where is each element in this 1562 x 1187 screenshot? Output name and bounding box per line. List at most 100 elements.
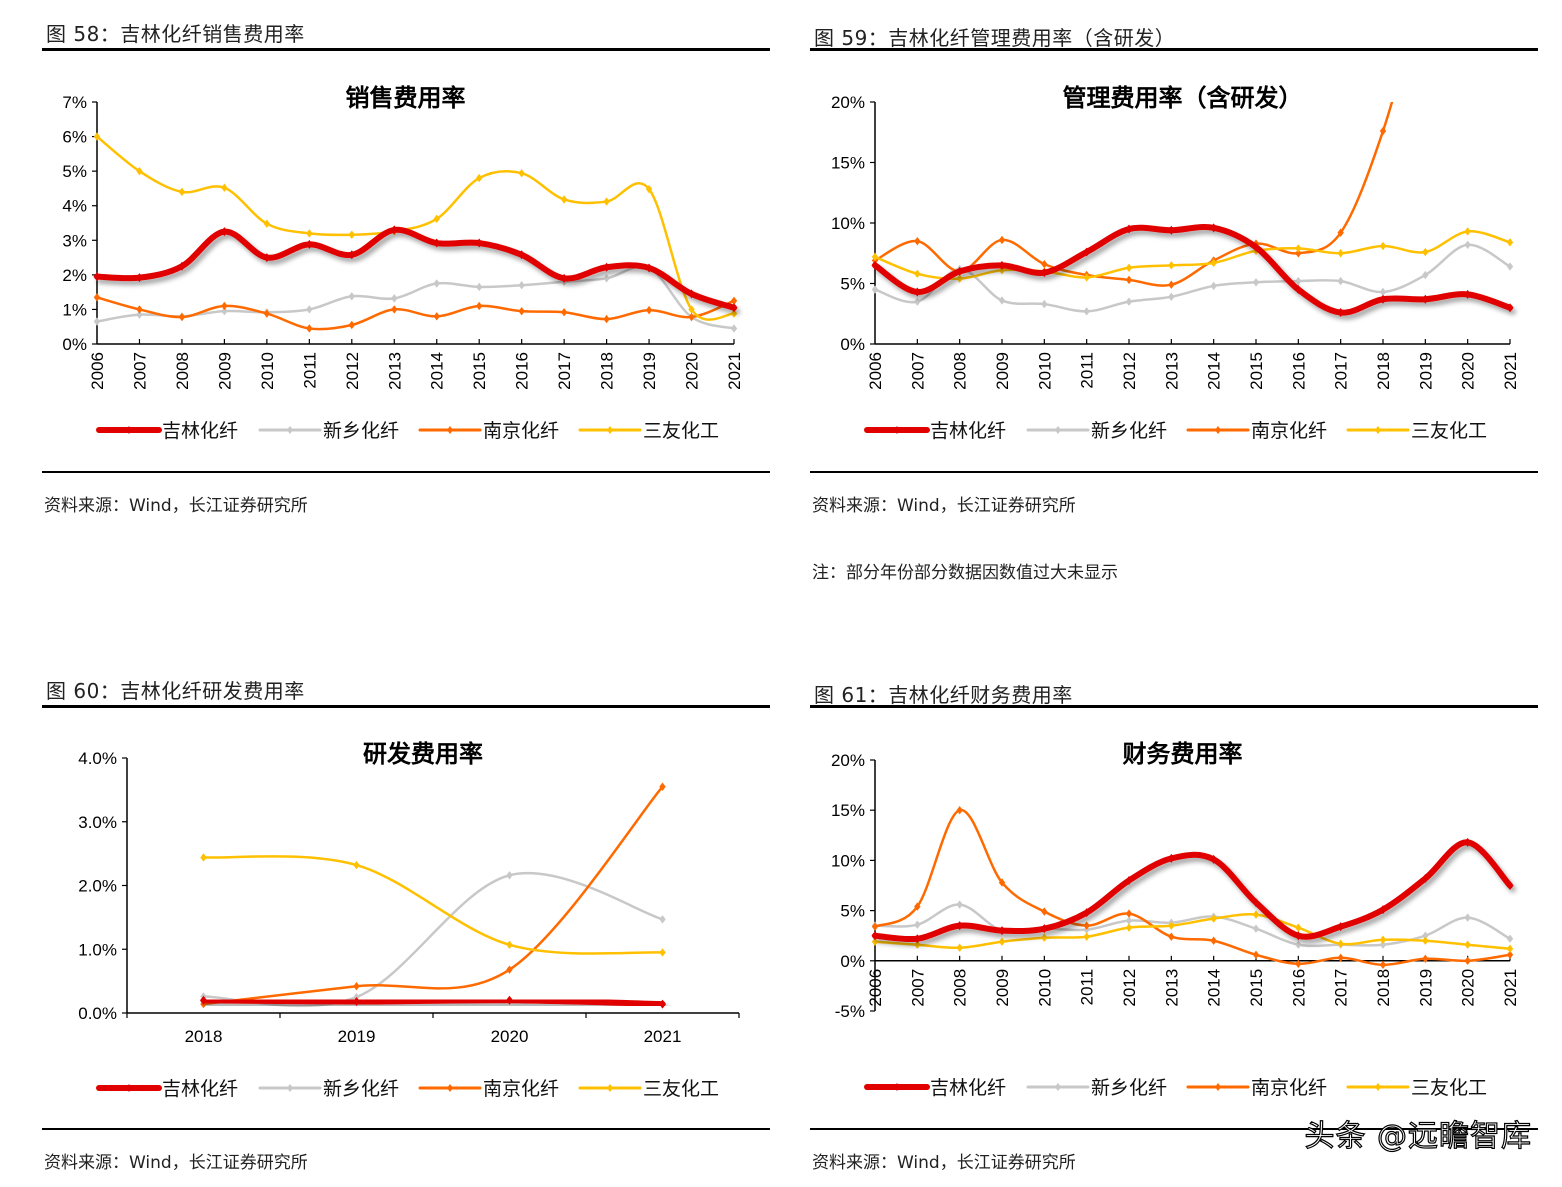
legend-label: 南京化纤 — [483, 1078, 559, 1100]
data-point-新乡化纤 — [93, 317, 101, 326]
data-point-南京化纤 — [1337, 953, 1344, 962]
caption-rule — [810, 48, 1538, 51]
legend-label: 新乡化纤 — [1091, 420, 1167, 442]
legend-label: 三友化工 — [643, 1078, 719, 1100]
data-point-吉林化纤 — [730, 303, 738, 313]
data-point-三友化工 — [506, 940, 513, 949]
data-point-三友化工 — [1379, 241, 1387, 251]
figure-caption: 图 58：吉林化纤销售费用率 — [46, 22, 305, 46]
rnd-expense-ratio-chart: 研发费用率 0.0% 1.0% 2.0% 3.0% 4.0% 2018 2019 2020 202… — [78, 740, 740, 1100]
y-tick-label: 20% — [831, 93, 865, 112]
data-point-南京化纤 — [1168, 932, 1175, 941]
legend-label: 南京化纤 — [1251, 420, 1327, 442]
legend-marker — [607, 1084, 613, 1092]
watermark: 头条 @远瞻智库 — [1304, 1118, 1532, 1154]
y-tick-label: 7% — [62, 93, 87, 112]
series-line-新乡化纤 — [873, 243, 1512, 313]
data-point-三友化工 — [1041, 933, 1048, 942]
data-point-新乡化纤 — [1422, 931, 1429, 940]
data-point-三友化工 — [1125, 263, 1133, 272]
data-point-三友化工 — [871, 252, 879, 262]
series-line-南京化纤 — [95, 296, 736, 331]
data-point-新乡化纤 — [1506, 262, 1514, 271]
y-tick-label: 4% — [62, 197, 87, 216]
data-point-新乡化纤 — [1379, 287, 1387, 297]
data-point-南京化纤 — [348, 320, 355, 330]
legend-marker — [287, 1084, 293, 1092]
data-point-吉林化纤 — [871, 931, 879, 941]
data-point-吉林化纤 — [659, 999, 666, 1009]
data-point-新乡化纤 — [1422, 270, 1429, 280]
data-point-吉林化纤 — [913, 287, 921, 297]
x-tick-label: 2016 — [1289, 352, 1308, 390]
chart-title: 研发费用率 — [363, 740, 483, 768]
y-tick-label: 15% — [831, 154, 865, 173]
y-tick-label: 20% — [831, 751, 865, 770]
data-point-新乡化纤 — [433, 279, 440, 288]
x-tick-label: 2017 — [1332, 969, 1351, 1007]
data-point-南京化纤 — [1337, 228, 1344, 237]
source-rule — [42, 1128, 770, 1130]
data-point-吉林化纤 — [1040, 268, 1048, 278]
legend-label: 新乡化纤 — [323, 1078, 399, 1100]
data-point-三友化工 — [1337, 939, 1344, 948]
y-tick-label: 10% — [831, 214, 865, 233]
x-tick-label: 2010 — [1035, 352, 1054, 390]
data-point-新乡化纤 — [1083, 307, 1090, 316]
data-point-新乡化纤 — [730, 324, 738, 333]
data-point-三友化工 — [1379, 935, 1387, 944]
data-point-三友化工 — [659, 948, 666, 957]
legend: 吉林化纤 新乡化纤 南京化纤 三友化工 — [96, 1078, 719, 1100]
data-point-南京化纤 — [1422, 954, 1429, 963]
data-point-吉林化纤 — [263, 253, 271, 263]
finance-expense-ratio-chart: 财务费用率 -5% 0% 5% 10% 15% 20% 2006 2007 2008 2009 201… — [831, 740, 1520, 1099]
figure-caption: 图 59：吉林化纤管理费用率（含研发） — [814, 26, 1176, 50]
data-point-南京化纤 — [391, 305, 398, 314]
data-point-南京化纤 — [998, 235, 1006, 245]
data-point-南京化纤 — [914, 236, 921, 246]
y-tick-label: 3.0% — [78, 813, 117, 832]
legend-label: 南京化纤 — [1251, 1077, 1327, 1099]
data-point-南京化纤 — [645, 305, 653, 315]
y-tick-label: 1.0% — [78, 940, 117, 959]
data-point-南京化纤 — [688, 312, 695, 322]
data-point-吉林化纤 — [1337, 308, 1345, 318]
chart-title: 销售费用率 — [346, 84, 466, 112]
data-point-南京化纤 — [136, 305, 143, 314]
y-tick-label: 0% — [62, 335, 87, 354]
data-point-三友化工 — [1083, 932, 1090, 941]
legend-marker — [1375, 426, 1381, 434]
data-point-新乡化纤 — [1210, 281, 1217, 291]
data-point-新乡化纤 — [1041, 299, 1048, 309]
data-point-吉林化纤 — [1167, 225, 1175, 235]
data-point-吉林化纤 — [1294, 931, 1302, 941]
x-tick-label: 2013 — [1162, 352, 1181, 390]
legend-label: 南京化纤 — [483, 420, 559, 442]
data-point-三友化工 — [178, 187, 186, 197]
series-line-吉林化纤 — [872, 223, 1513, 316]
data-point-吉林化纤 — [603, 262, 611, 272]
x-tick-label: 2012 — [1120, 352, 1139, 390]
data-point-南京化纤 — [1210, 936, 1217, 945]
data-point-新乡化纤 — [1125, 297, 1133, 306]
legend-marker — [1055, 1083, 1061, 1091]
data-point-三友化工 — [136, 166, 143, 176]
data-point-新乡化纤 — [1464, 913, 1471, 922]
x-tick-label: 2019 — [640, 352, 659, 390]
data-point-吉林化纤 — [1506, 881, 1514, 890]
series-line-南京化纤 — [873, 808, 1512, 967]
x-tick-label: 2010 — [258, 352, 277, 390]
legend-item: 三友化工 — [1346, 1077, 1487, 1099]
data-point-新乡化纤 — [1252, 924, 1260, 933]
series-group — [871, 102, 1514, 318]
series-line-新乡化纤 — [95, 265, 736, 330]
data-point-三友化工 — [1506, 944, 1514, 953]
data-point-吉林化纤 — [560, 273, 568, 283]
x-tick-label: 2011 — [1078, 969, 1097, 1006]
x-tick-label: 2020 — [1459, 352, 1478, 390]
data-point-南京化纤 — [659, 782, 666, 791]
y-tick-label: -5% — [835, 1002, 865, 1021]
figure-58-panel: 图 58：吉林化纤销售费用率 销售费用率 0% 1% 2% 3% 4% 5% 6% 7% 2006… — [42, 0, 770, 560]
legend-marker — [447, 1084, 453, 1092]
data-point-南京化纤 — [1041, 907, 1048, 916]
